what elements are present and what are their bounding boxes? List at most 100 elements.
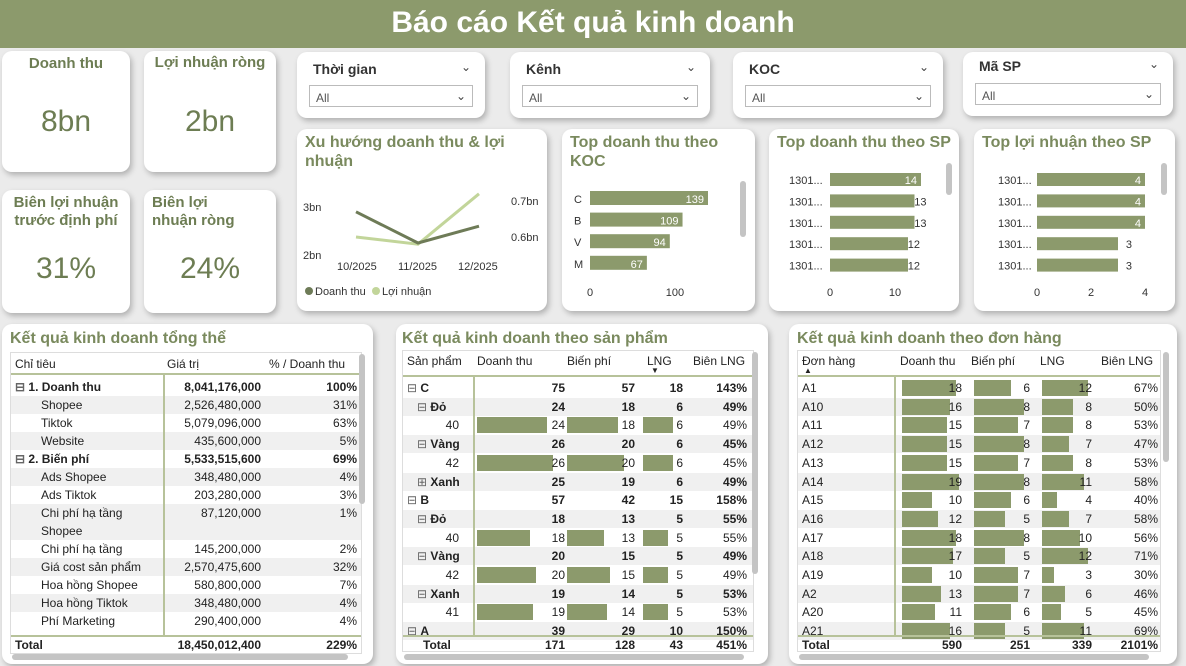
- chevron-down-icon[interactable]: ⌄: [1148, 57, 1159, 71]
- cell-value: 15: [948, 437, 962, 452]
- table-row[interactable]: Chi phí hạ tầng 145,200,000 2%: [11, 540, 361, 558]
- product-table[interactable]: Sản phẩm Doanh thu Biến phí LNG ▼ Biên L…: [402, 350, 754, 652]
- scrollbar[interactable]: [1163, 352, 1169, 462]
- table-row[interactable]: Tiktok 5,079,096,000 63%: [11, 414, 361, 432]
- table-row[interactable]: Phí Marketing 290,400,000 4%: [11, 612, 361, 630]
- cell-value: 15: [948, 418, 962, 433]
- overall-table-card[interactable]: Kết quả kinh doanh tổng thể Chỉ tiêu Giá…: [2, 324, 373, 664]
- table-row[interactable]: A20 11 6 5 45%: [798, 603, 1160, 621]
- table-row[interactable]: A13 15 7 8 53%: [798, 454, 1160, 472]
- product-table-card[interactable]: Kết quả kinh doanh theo sản phẩm Sản phẩ…: [396, 324, 768, 664]
- table-row[interactable]: A2 13 7 6 46%: [798, 584, 1160, 603]
- column-header[interactable]: LNG: [647, 354, 672, 368]
- table-row[interactable]: Hoa hồng Tiktok 348,480,000 4%: [11, 594, 361, 612]
- table-row[interactable]: A12 15 8 7 47%: [798, 435, 1160, 454]
- table-row[interactable]: A11 15 7 8 53%: [798, 416, 1160, 434]
- table-row[interactable]: Giá cost sản phẩm 2,570,475,600 32%: [11, 558, 361, 576]
- trend-chart-card[interactable]: Xu hướng doanh thu & lợi nhuận 3bn 2bn 0…: [297, 129, 547, 311]
- table-row[interactable]: A17 18 8 10 56%: [798, 529, 1160, 547]
- overall-table[interactable]: Chỉ tiêu Giá trị % / Doanh thu ⊟ 1. Doan…: [10, 352, 362, 654]
- kpi-card-net-profit[interactable]: Lợi nhuận ròng 2bn: [144, 51, 276, 172]
- kpi-card-margin-before-fixed[interactable]: Biên lợi nhuận trước định phí 31%: [2, 190, 130, 313]
- table-row[interactable]: ⊟ C 75 57 18 143%: [403, 379, 753, 397]
- column-header[interactable]: % / Doanh thu: [269, 357, 346, 371]
- sp-profit-chart-card[interactable]: Top lợi nhuận theo SP 1301... 4 1301... 4 13…: [974, 129, 1175, 311]
- table-row[interactable]: Ads Tiktok 203,280,000 3%: [11, 486, 361, 504]
- column-header[interactable]: Doanh thu: [477, 354, 533, 368]
- table-row[interactable]: A14 19 8 11 58%: [798, 472, 1160, 491]
- sort-desc-icon[interactable]: ▼: [651, 366, 659, 375]
- column-header[interactable]: Đơn hàng: [802, 354, 856, 368]
- table-row[interactable]: Shopee 2,526,480,000 31%: [11, 396, 361, 414]
- slicer-time[interactable]: Thời gian ⌄ All ⌄: [297, 52, 485, 118]
- slicer-dropdown[interactable]: All ⌄: [745, 85, 931, 107]
- order-table-card[interactable]: Kết quả kinh doanh theo đơn hàng Đơn hàn…: [789, 324, 1177, 664]
- horizontal-scrollbar[interactable]: [12, 654, 348, 660]
- row-value: 5,079,096,000: [184, 416, 261, 430]
- sp-revenue-chart-card[interactable]: Top doanh thu theo SP 1301... 14 1301... 13…: [769, 129, 959, 311]
- cell-value: 10: [1078, 530, 1092, 545]
- scrollbar[interactable]: [740, 181, 746, 237]
- column-header[interactable]: Biên LNG: [693, 354, 746, 368]
- table-row[interactable]: ⊟ 2. Biến phí 5,533,515,600 69%: [11, 450, 361, 468]
- table-row[interactable]: 42 26 20 6 45%: [403, 454, 753, 472]
- table-row[interactable]: 41 19 14 5 53%: [403, 603, 753, 621]
- chevron-down-icon[interactable]: ⌄: [685, 60, 696, 74]
- table-row[interactable]: A10 16 8 8 50%: [798, 397, 1160, 416]
- table-row[interactable]: Chi phí hạ tầng Shopee 87,120,000 1%: [11, 504, 361, 540]
- kpi-card-net-margin[interactable]: Biên lợi nhuận ròng 24%: [144, 190, 276, 313]
- table-row[interactable]: A18 17 5 12 71%: [798, 547, 1160, 566]
- table-row[interactable]: A15 10 6 4 40%: [798, 491, 1160, 509]
- table-row[interactable]: ⊟ Xanh 19 14 5 53%: [403, 584, 753, 603]
- scrollbar[interactable]: [1161, 163, 1167, 195]
- column-header[interactable]: Biến phí: [971, 354, 1016, 368]
- table-row[interactable]: Website 435,600,000 5%: [11, 432, 361, 450]
- table-row[interactable]: ⊟ Vàng 20 15 5 49%: [403, 547, 753, 566]
- table-row[interactable]: 42 20 15 5 49%: [403, 566, 753, 584]
- row-label: A16: [802, 511, 824, 526]
- column-header[interactable]: Sản phẩm: [407, 354, 462, 368]
- report-title: Báo cáo Kết quả kinh doanh: [0, 0, 1186, 48]
- sort-asc-icon[interactable]: ▲: [804, 366, 812, 375]
- column-header[interactable]: Chỉ tiêu: [15, 357, 56, 371]
- column-header[interactable]: LNG: [1040, 354, 1065, 368]
- slicer-koc[interactable]: KOC ⌄ All ⌄: [733, 52, 943, 118]
- chevron-down-icon[interactable]: ⌄: [918, 60, 929, 74]
- column-header[interactable]: Biến phí: [567, 354, 612, 368]
- table-row[interactable]: Hoa hồng Shopee 580,800,000 7%: [11, 576, 361, 594]
- slicer-dropdown[interactable]: All ⌄: [309, 85, 473, 107]
- kpi-card-revenue[interactable]: Doanh thu 8bn: [2, 51, 130, 172]
- order-table[interactable]: Đơn hàng ▲ Doanh thu Biến phí LNG Biên L…: [797, 350, 1161, 652]
- row-label: A10: [802, 399, 824, 414]
- column-header[interactable]: Biên LNG: [1101, 354, 1154, 368]
- slicer-channel[interactable]: Kênh ⌄ All ⌄: [510, 52, 710, 118]
- horizontal-scrollbar[interactable]: [799, 654, 1149, 660]
- table-row[interactable]: Ads Shopee 348,480,000 4%: [11, 468, 361, 486]
- table-row[interactable]: A19 10 7 3 30%: [798, 566, 1160, 584]
- table-row[interactable]: A1 18 6 12 67%: [798, 379, 1160, 397]
- slicer-product-code[interactable]: Mã SP ⌄ All ⌄: [963, 52, 1173, 116]
- axis-tick: 0: [827, 287, 833, 299]
- table-row[interactable]: ⊟ Vàng 26 20 6 45%: [403, 435, 753, 454]
- column-header[interactable]: Doanh thu: [900, 354, 956, 368]
- column-header[interactable]: Giá trị: [167, 357, 200, 371]
- table-row[interactable]: ⊟ Đỏ 24 18 6 49%: [403, 397, 753, 416]
- slicer-dropdown[interactable]: All ⌄: [522, 85, 698, 107]
- koc-chart-card[interactable]: Top doanh thu theo KOC C 139 B 109 V 94 M 67 0 10…: [562, 129, 755, 311]
- table-row[interactable]: ⊟ 1. Doanh thu 8,041,176,000 100%: [11, 378, 361, 396]
- cell-value: 6: [1023, 605, 1030, 620]
- horizontal-scrollbar[interactable]: [404, 654, 744, 660]
- scrollbar[interactable]: [752, 352, 758, 574]
- table-row[interactable]: A16 12 5 7 58%: [798, 509, 1160, 528]
- table-row[interactable]: ⊞ Xanh 25 19 6 49%: [403, 472, 753, 491]
- scrollbar[interactable]: [946, 163, 952, 195]
- scrollbar[interactable]: [359, 354, 365, 504]
- table-row[interactable]: ⊟ Đỏ 18 13 5 55%: [403, 509, 753, 528]
- table-row[interactable]: 40 18 13 5 55%: [403, 529, 753, 547]
- table-row[interactable]: 40 24 18 6 49%: [403, 416, 753, 434]
- collapse-icon: ⊟: [407, 624, 421, 639]
- cell-value: 67%: [1133, 381, 1158, 395]
- chevron-down-icon[interactable]: ⌄: [460, 60, 471, 74]
- slicer-dropdown[interactable]: All ⌄: [975, 83, 1161, 105]
- table-row[interactable]: ⊟ B 57 42 15 158%: [403, 491, 753, 509]
